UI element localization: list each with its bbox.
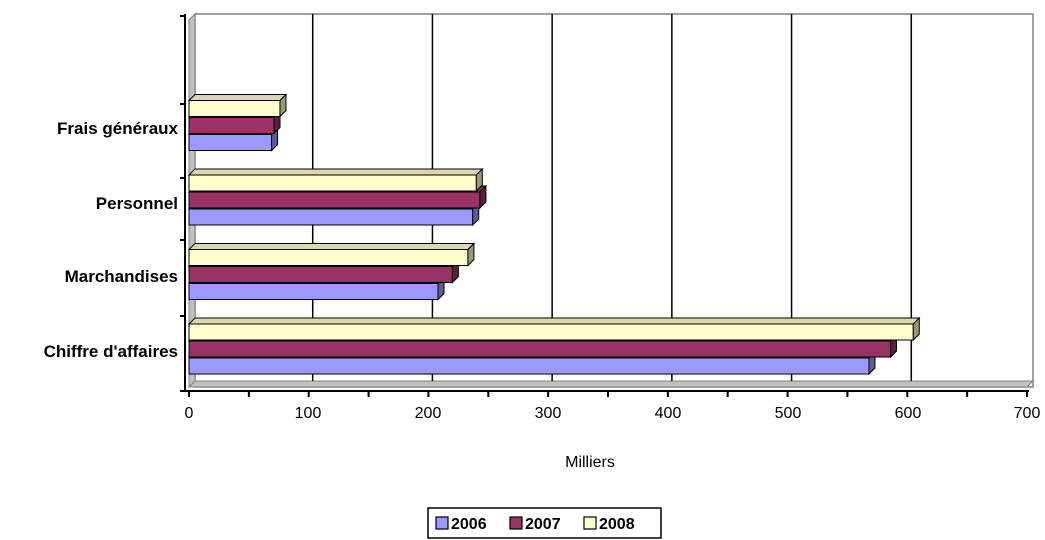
bar-front	[188, 117, 275, 134]
category-label: Frais généraux	[57, 119, 178, 138]
bar	[187, 316, 921, 342]
x-axis-title: Milliers	[565, 454, 615, 471]
legend-swatch-2008	[583, 516, 597, 530]
legend-label: 2008	[599, 516, 635, 533]
bar	[187, 242, 476, 267]
bar-front	[188, 100, 281, 117]
legend-swatch-2007	[509, 516, 523, 530]
bar-front	[188, 357, 870, 375]
x-tick-label: 600	[895, 405, 922, 422]
bar-front	[188, 174, 477, 192]
x-tick-label: 100	[295, 405, 322, 422]
bar-side	[912, 316, 920, 342]
x-tick-label: 700	[1014, 405, 1041, 422]
legend-box	[427, 507, 662, 539]
bar-top	[187, 317, 921, 325]
bar-side	[475, 167, 483, 193]
bar-side	[479, 184, 487, 210]
x-tick-label: 300	[535, 405, 562, 422]
bar-top	[187, 243, 476, 250]
bar-front	[188, 283, 439, 300]
x-tick-label: 200	[415, 405, 442, 422]
bar-side	[279, 93, 287, 118]
x-tick-label: 0	[185, 405, 194, 422]
bar	[187, 93, 288, 118]
x-tick-label: 500	[775, 405, 802, 422]
bar-top	[187, 94, 288, 101]
axes	[180, 14, 1029, 397]
bar-front	[188, 323, 914, 341]
x-tick-label: 400	[655, 405, 682, 422]
bars	[187, 93, 921, 376]
bar-front	[188, 340, 892, 358]
category-labels: Chiffre d'affaires Marchandises Personne…	[44, 119, 179, 361]
x-tick-labels: 0 100 200 300 400 500 600 700	[185, 405, 1041, 422]
category-label: Personnel	[96, 194, 178, 213]
category-label: Chiffre d'affaires	[44, 342, 178, 361]
bar-front	[188, 208, 474, 226]
legend-label: 2006	[451, 516, 487, 533]
category-label: Marchandises	[65, 267, 178, 286]
legend-label: 2007	[525, 516, 561, 533]
plot-floor	[187, 380, 1035, 388]
bar-front	[188, 249, 469, 266]
bar-side	[467, 242, 475, 267]
bar	[187, 167, 484, 193]
bar-front	[188, 266, 453, 283]
legend: 2006 2007 2008	[427, 507, 662, 539]
legend-swatch-2006	[435, 516, 449, 530]
bar-front	[188, 134, 273, 151]
bar-front	[188, 191, 481, 209]
bar-top	[187, 168, 484, 176]
